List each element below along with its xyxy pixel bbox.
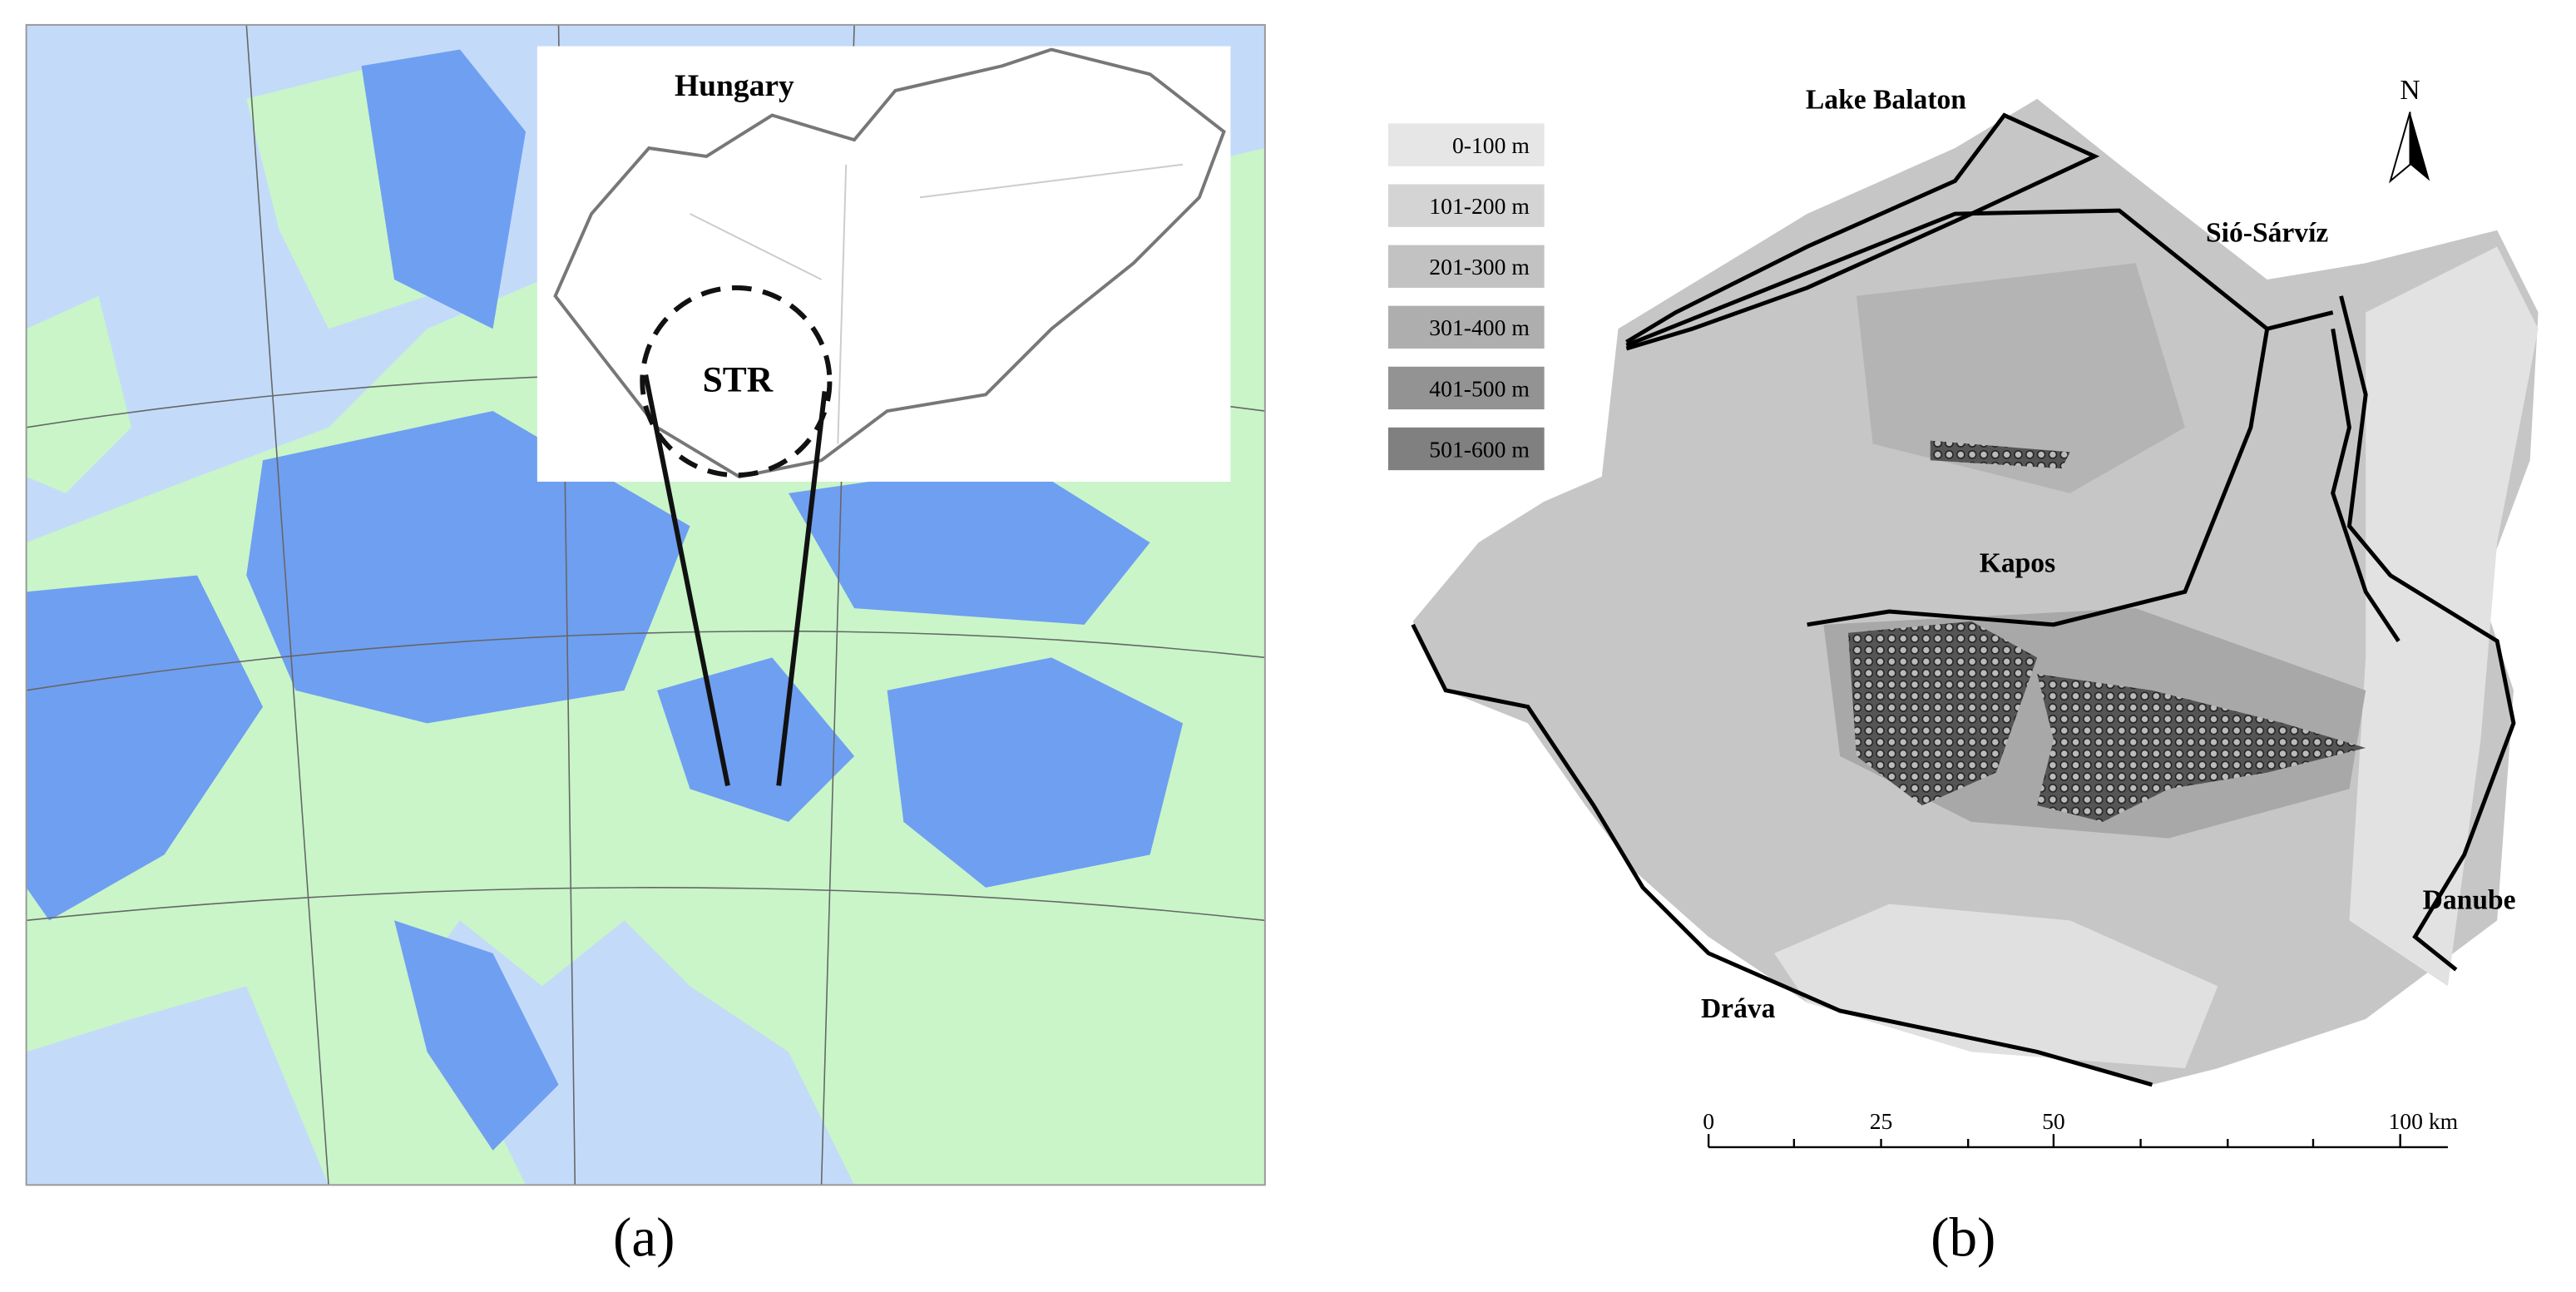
- lowland: [394, 920, 559, 1151]
- legend-swatch: [1387, 123, 1545, 166]
- north-label: N: [2400, 75, 2420, 106]
- sites: [2037, 674, 2366, 822]
- panel-frame: [25, 23, 1266, 1186]
- scale-label: 50: [2042, 1108, 2065, 1134]
- terrain: [1412, 98, 2539, 1085]
- scale-bar: [1707, 1134, 2448, 1149]
- str-circle: [640, 285, 833, 478]
- sites: [1848, 621, 2038, 806]
- rivers: [690, 163, 1184, 444]
- lowland: [26, 575, 264, 921]
- pointer: [643, 374, 828, 786]
- north-arrow: N: [2388, 75, 2430, 184]
- scale-label: 25: [1870, 1108, 1893, 1134]
- hungary-outline: [553, 47, 1226, 479]
- panel-a: Hungary STR: [26, 24, 1265, 1186]
- land: [26, 295, 132, 493]
- region-label: STR: [703, 359, 774, 399]
- lowland: [789, 460, 1150, 625]
- sites: [1930, 440, 2070, 469]
- lowland: [246, 411, 690, 724]
- place-label: Danube: [2423, 885, 2516, 916]
- legend-swatch: [1387, 427, 1545, 471]
- legend-label: 101-200 m: [1429, 193, 1530, 219]
- legend: 0-100 m 101-200 m 201-300 m 301-400 m 40…: [1387, 123, 1545, 471]
- legend-label: 501-600 m: [1429, 436, 1530, 462]
- legend-swatch: [1387, 184, 1545, 227]
- lowland: [887, 657, 1184, 888]
- lowland: [657, 657, 855, 822]
- legend-swatch: [1387, 366, 1545, 410]
- legend-label: 0-100 m: [1452, 132, 1530, 158]
- legend-label: 301-400 m: [1429, 314, 1530, 340]
- place-label: Lake Balaton: [1806, 85, 1966, 116]
- place-label: Sió-Sárvíz: [2206, 218, 2328, 249]
- terrain-low: [1774, 903, 2218, 1069]
- legend-swatch: [1387, 245, 1545, 288]
- place-label: Kapos: [1980, 548, 2055, 579]
- terrain-high: [1856, 263, 2185, 493]
- rivers-borders: [1411, 112, 2516, 1087]
- panel-b: Lake Balaton Sió-Sárvíz Kapos Danube Drá…: [1387, 75, 2539, 1149]
- panel-caption: (a): [613, 1205, 675, 1268]
- legend-label: 401-500 m: [1429, 375, 1530, 401]
- scale-label: 0: [1703, 1108, 1714, 1134]
- legend-label: 201-300 m: [1429, 254, 1530, 280]
- panel-caption: (b): [1931, 1205, 1995, 1268]
- lowland: [361, 49, 527, 329]
- legend-swatch: [1387, 305, 1545, 349]
- place-label: Dráva: [1701, 993, 1776, 1024]
- terrain-low: [2349, 246, 2539, 987]
- scale-label: 100 km: [2388, 1108, 2458, 1134]
- inset-title: Hungary: [675, 69, 794, 103]
